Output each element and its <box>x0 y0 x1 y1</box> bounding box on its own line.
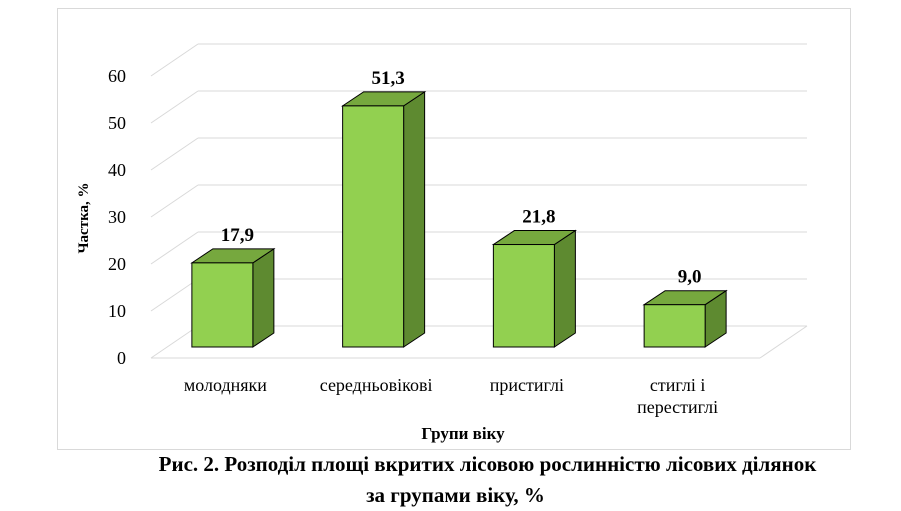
x-tick-label: середньовікові <box>320 375 433 395</box>
data-label: 21,8 <box>522 207 555 228</box>
bar-3 <box>491 229 578 348</box>
y-tick-label: 10 <box>108 301 126 321</box>
bar-side-face <box>403 90 426 348</box>
bar-front-face <box>191 262 254 348</box>
gridline-side-2 <box>150 231 199 265</box>
bar-4 <box>642 289 728 348</box>
y-tick-label: 50 <box>108 113 126 133</box>
floor-right-edge <box>759 325 808 359</box>
y-tick-label: 30 <box>108 207 126 227</box>
y-tick-label: 20 <box>108 254 126 274</box>
x-tick-label: молодняки <box>184 375 267 395</box>
figure-caption-line-2: за групами віку, % <box>366 483 545 507</box>
gridlines <box>150 43 808 359</box>
data-label: 17,9 <box>221 225 254 246</box>
gridline-side-0 <box>150 325 199 359</box>
gridline-side-6 <box>150 43 199 77</box>
gridline-side-4 <box>150 137 199 171</box>
y-axis-title: Частка, % <box>76 183 92 254</box>
y-tick-label: 0 <box>117 348 126 368</box>
data-label: 51,3 <box>372 68 405 89</box>
bar-front-face <box>492 244 555 348</box>
x-axis-title: Групи віку <box>421 424 505 443</box>
y-tick-label: 60 <box>108 66 126 86</box>
gridline-side-3 <box>150 184 199 218</box>
bar-side-face <box>553 229 576 348</box>
bar-2 <box>340 90 427 348</box>
x-axis-ticks: молодняки середньовікові пристиглі стиглі і… <box>184 375 718 417</box>
bar-side-face <box>252 247 275 348</box>
chart-frame <box>57 8 851 450</box>
bar-front-face <box>643 304 706 348</box>
data-labels: 17,9 51,3 21,8 9,0 <box>221 68 702 288</box>
bars <box>190 90 728 348</box>
bar-front-face <box>342 105 405 348</box>
gridline-side-5 <box>150 90 199 124</box>
y-tick-label: 40 <box>108 160 126 180</box>
x-tick-label: стиглі і перестиглі <box>637 375 718 417</box>
y-axis-ticks: 0 10 20 30 40 50 60 <box>108 66 126 368</box>
x-tick-label: пристиглі <box>490 375 564 395</box>
bar-1 <box>190 247 276 348</box>
figure-caption-line-1: Рис. 2. Розподіл площі вкритих лісовою р… <box>158 452 817 476</box>
gridline-side-1 <box>150 278 199 312</box>
data-label: 9,0 <box>678 267 702 288</box>
